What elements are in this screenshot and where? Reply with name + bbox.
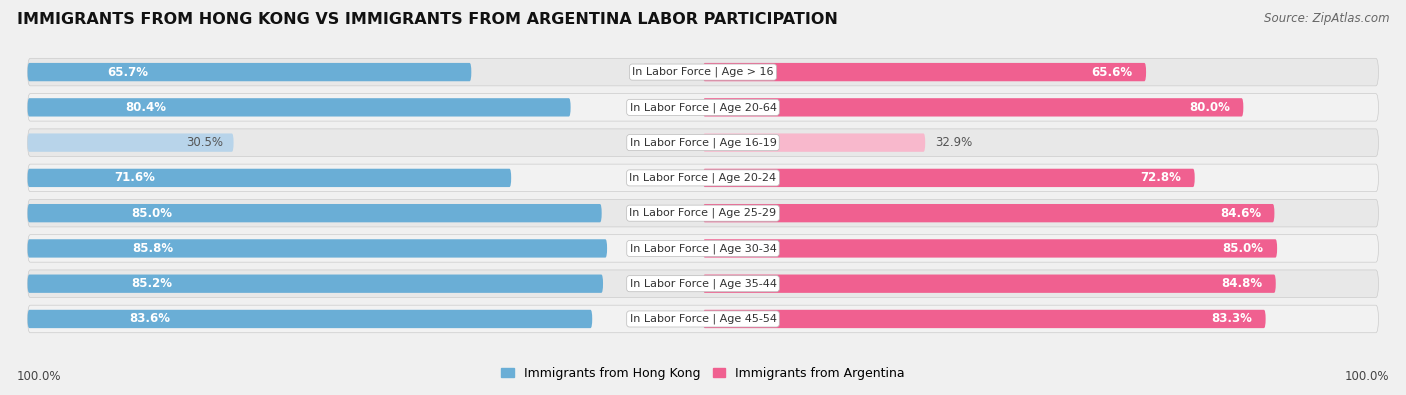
Text: Source: ZipAtlas.com: Source: ZipAtlas.com (1264, 12, 1389, 25)
FancyBboxPatch shape (28, 305, 1378, 333)
Text: 84.8%: 84.8% (1222, 277, 1263, 290)
FancyBboxPatch shape (703, 275, 1275, 293)
Text: 80.0%: 80.0% (1189, 101, 1230, 114)
Text: 80.4%: 80.4% (125, 101, 166, 114)
Text: 100.0%: 100.0% (17, 370, 62, 383)
Text: 65.7%: 65.7% (107, 66, 149, 79)
FancyBboxPatch shape (28, 98, 571, 117)
Text: 72.8%: 72.8% (1140, 171, 1181, 184)
FancyBboxPatch shape (703, 169, 1195, 187)
Text: 65.6%: 65.6% (1091, 66, 1133, 79)
FancyBboxPatch shape (28, 169, 512, 187)
FancyBboxPatch shape (28, 199, 1378, 227)
Text: 30.5%: 30.5% (187, 136, 224, 149)
FancyBboxPatch shape (703, 98, 1243, 117)
Text: In Labor Force | Age 45-54: In Labor Force | Age 45-54 (630, 314, 776, 324)
Text: In Labor Force | Age 20-24: In Labor Force | Age 20-24 (630, 173, 776, 183)
Text: In Labor Force | Age 20-64: In Labor Force | Age 20-64 (630, 102, 776, 113)
FancyBboxPatch shape (28, 164, 1378, 192)
Text: 85.0%: 85.0% (1223, 242, 1264, 255)
Text: 84.6%: 84.6% (1220, 207, 1261, 220)
Text: In Labor Force | Age 35-44: In Labor Force | Age 35-44 (630, 278, 776, 289)
FancyBboxPatch shape (28, 204, 602, 222)
Legend: Immigrants from Hong Kong, Immigrants from Argentina: Immigrants from Hong Kong, Immigrants fr… (496, 362, 910, 385)
Text: In Labor Force | Age 16-19: In Labor Force | Age 16-19 (630, 137, 776, 148)
FancyBboxPatch shape (703, 134, 925, 152)
Text: 83.6%: 83.6% (129, 312, 170, 325)
FancyBboxPatch shape (28, 235, 1378, 262)
FancyBboxPatch shape (28, 58, 1378, 86)
FancyBboxPatch shape (28, 129, 1378, 156)
Text: 32.9%: 32.9% (935, 136, 973, 149)
FancyBboxPatch shape (28, 63, 471, 81)
FancyBboxPatch shape (28, 275, 603, 293)
FancyBboxPatch shape (28, 94, 1378, 121)
Text: 85.8%: 85.8% (132, 242, 173, 255)
FancyBboxPatch shape (28, 310, 592, 328)
Text: In Labor Force | Age 30-34: In Labor Force | Age 30-34 (630, 243, 776, 254)
FancyBboxPatch shape (703, 204, 1274, 222)
FancyBboxPatch shape (703, 310, 1265, 328)
Text: 71.6%: 71.6% (115, 171, 156, 184)
Text: 100.0%: 100.0% (1344, 370, 1389, 383)
FancyBboxPatch shape (28, 134, 233, 152)
FancyBboxPatch shape (703, 63, 1146, 81)
FancyBboxPatch shape (28, 270, 1378, 297)
Text: 85.0%: 85.0% (131, 207, 172, 220)
FancyBboxPatch shape (28, 239, 607, 258)
Text: In Labor Force | Age > 16: In Labor Force | Age > 16 (633, 67, 773, 77)
FancyBboxPatch shape (703, 239, 1277, 258)
Text: 85.2%: 85.2% (131, 277, 172, 290)
Text: 83.3%: 83.3% (1211, 312, 1253, 325)
Text: IMMIGRANTS FROM HONG KONG VS IMMIGRANTS FROM ARGENTINA LABOR PARTICIPATION: IMMIGRANTS FROM HONG KONG VS IMMIGRANTS … (17, 12, 838, 27)
Text: In Labor Force | Age 25-29: In Labor Force | Age 25-29 (630, 208, 776, 218)
